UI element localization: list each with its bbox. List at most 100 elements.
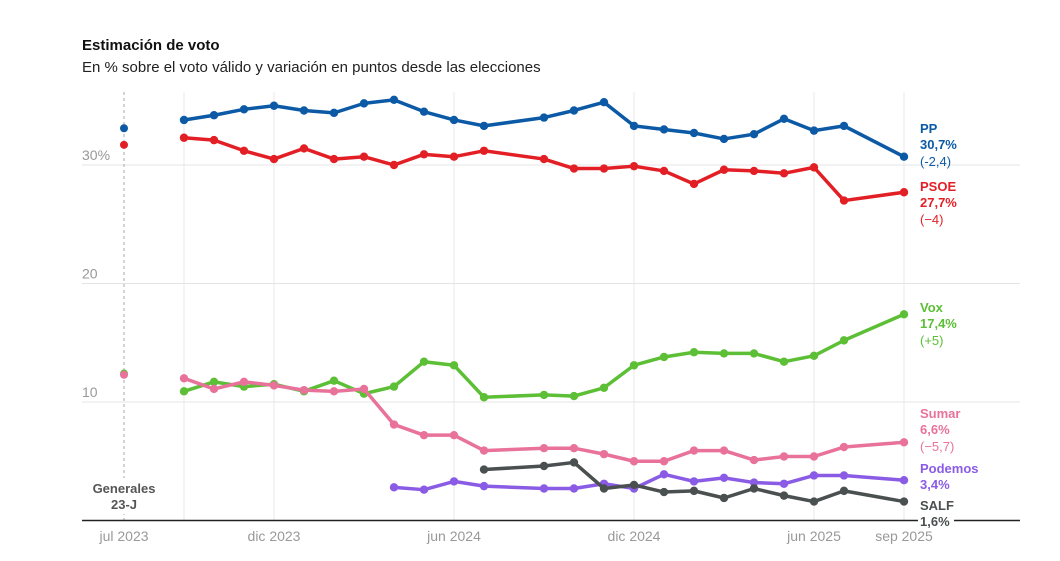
vox-point — [779, 357, 789, 366]
x-tick-label: jul 2023 — [98, 528, 148, 544]
pp-point — [569, 106, 579, 115]
psoe-point — [179, 133, 189, 142]
vox-change: (+5) — [920, 333, 943, 348]
psoe-point — [449, 152, 459, 161]
pp-point — [659, 125, 669, 134]
psoe-point — [389, 160, 399, 170]
psoe-point — [899, 188, 909, 197]
pp-point — [299, 106, 309, 115]
pp-point — [719, 134, 729, 144]
sumar-point — [539, 444, 549, 453]
vox-point — [839, 336, 849, 345]
pp-point — [809, 126, 819, 135]
psoe-election-point — [120, 140, 128, 149]
sumar-point — [359, 384, 369, 394]
psoe-point — [539, 154, 549, 164]
pp-point — [749, 129, 759, 139]
salf-point — [599, 484, 609, 493]
vox-point — [749, 349, 759, 358]
sumar-point — [659, 457, 669, 466]
vox-point — [809, 351, 819, 360]
podemos-point — [479, 481, 489, 491]
x-tick-label: jun 2024 — [426, 528, 481, 544]
vox-point — [539, 390, 549, 400]
salf-point — [689, 486, 699, 496]
sumar-last-value: 6,6% — [920, 422, 950, 437]
podemos-point — [689, 477, 699, 486]
sumar-legend-name: Sumar — [920, 406, 960, 421]
sumar-point — [899, 438, 909, 447]
psoe-change: (−4) — [920, 212, 943, 227]
podemos-point — [899, 476, 909, 485]
vox-point — [569, 391, 579, 401]
pp-point — [539, 113, 549, 122]
psoe-point — [419, 150, 429, 159]
psoe-line — [183, 136, 905, 203]
salf-point — [809, 497, 819, 506]
sumar-point — [569, 444, 579, 453]
sumar-election-point — [120, 370, 128, 379]
sumar-point — [329, 387, 339, 396]
y-tick-label: 10 — [82, 384, 98, 400]
chart-subtitle: En % sobre el voto válido y variación en… — [82, 59, 541, 76]
sumar-point — [479, 446, 489, 455]
vox-point — [449, 361, 459, 370]
psoe-point — [269, 154, 279, 164]
salf-point — [479, 465, 489, 474]
psoe-point — [569, 164, 579, 173]
salf-legend-name: SALF — [920, 498, 954, 513]
pp-point — [779, 114, 789, 123]
salf-point — [899, 497, 909, 506]
salf-point — [569, 458, 579, 467]
psoe-point — [479, 146, 489, 155]
annotation-background — [88, 478, 160, 514]
psoe-point — [329, 154, 339, 164]
sumar-point — [269, 381, 279, 390]
sumar-point — [809, 452, 819, 461]
psoe-point — [719, 165, 729, 174]
pp-point — [599, 97, 609, 107]
psoe-legend-name: PSOE — [920, 179, 956, 194]
psoe-point — [239, 146, 249, 155]
vox-point — [659, 352, 669, 362]
pp-point — [179, 115, 189, 125]
sumar-point — [209, 384, 219, 394]
sumar-point — [689, 446, 699, 455]
sumar-point — [239, 377, 249, 387]
vox-point — [419, 357, 429, 366]
vox-point — [599, 383, 609, 392]
vox-point — [389, 382, 399, 391]
pp-line — [183, 98, 905, 159]
vox-line — [183, 312, 905, 400]
sumar-point — [749, 455, 759, 465]
sumar-point — [599, 449, 609, 459]
podemos-point — [659, 470, 669, 479]
pp-point — [629, 121, 639, 131]
pp-point — [389, 95, 399, 105]
vox-point — [899, 310, 909, 319]
sumar-change: (−5,7) — [920, 439, 954, 454]
chart-title: Estimación de voto — [82, 37, 220, 54]
psoe-point — [599, 164, 609, 173]
sumar-point — [449, 430, 459, 440]
vox-point — [689, 348, 699, 357]
vox-last-value: 17,4% — [920, 316, 957, 331]
election-annotation: 23-J — [111, 497, 137, 512]
x-tick-label: jun 2025 — [786, 528, 841, 544]
psoe-point — [749, 166, 759, 176]
psoe-point — [839, 196, 849, 205]
pp-point — [839, 121, 849, 131]
podemos-point — [719, 473, 729, 483]
vox-point — [719, 349, 729, 358]
podemos-line — [393, 472, 905, 492]
pp-legend-name: PP — [920, 121, 938, 136]
psoe-point — [659, 166, 669, 176]
podemos-point — [749, 478, 759, 487]
podemos-point — [809, 471, 819, 480]
podemos-point — [449, 477, 459, 486]
pp-point — [899, 152, 909, 161]
salf-point — [749, 484, 759, 493]
x-tick-label: sep 2025 — [875, 528, 933, 544]
podemos-point — [569, 484, 579, 493]
